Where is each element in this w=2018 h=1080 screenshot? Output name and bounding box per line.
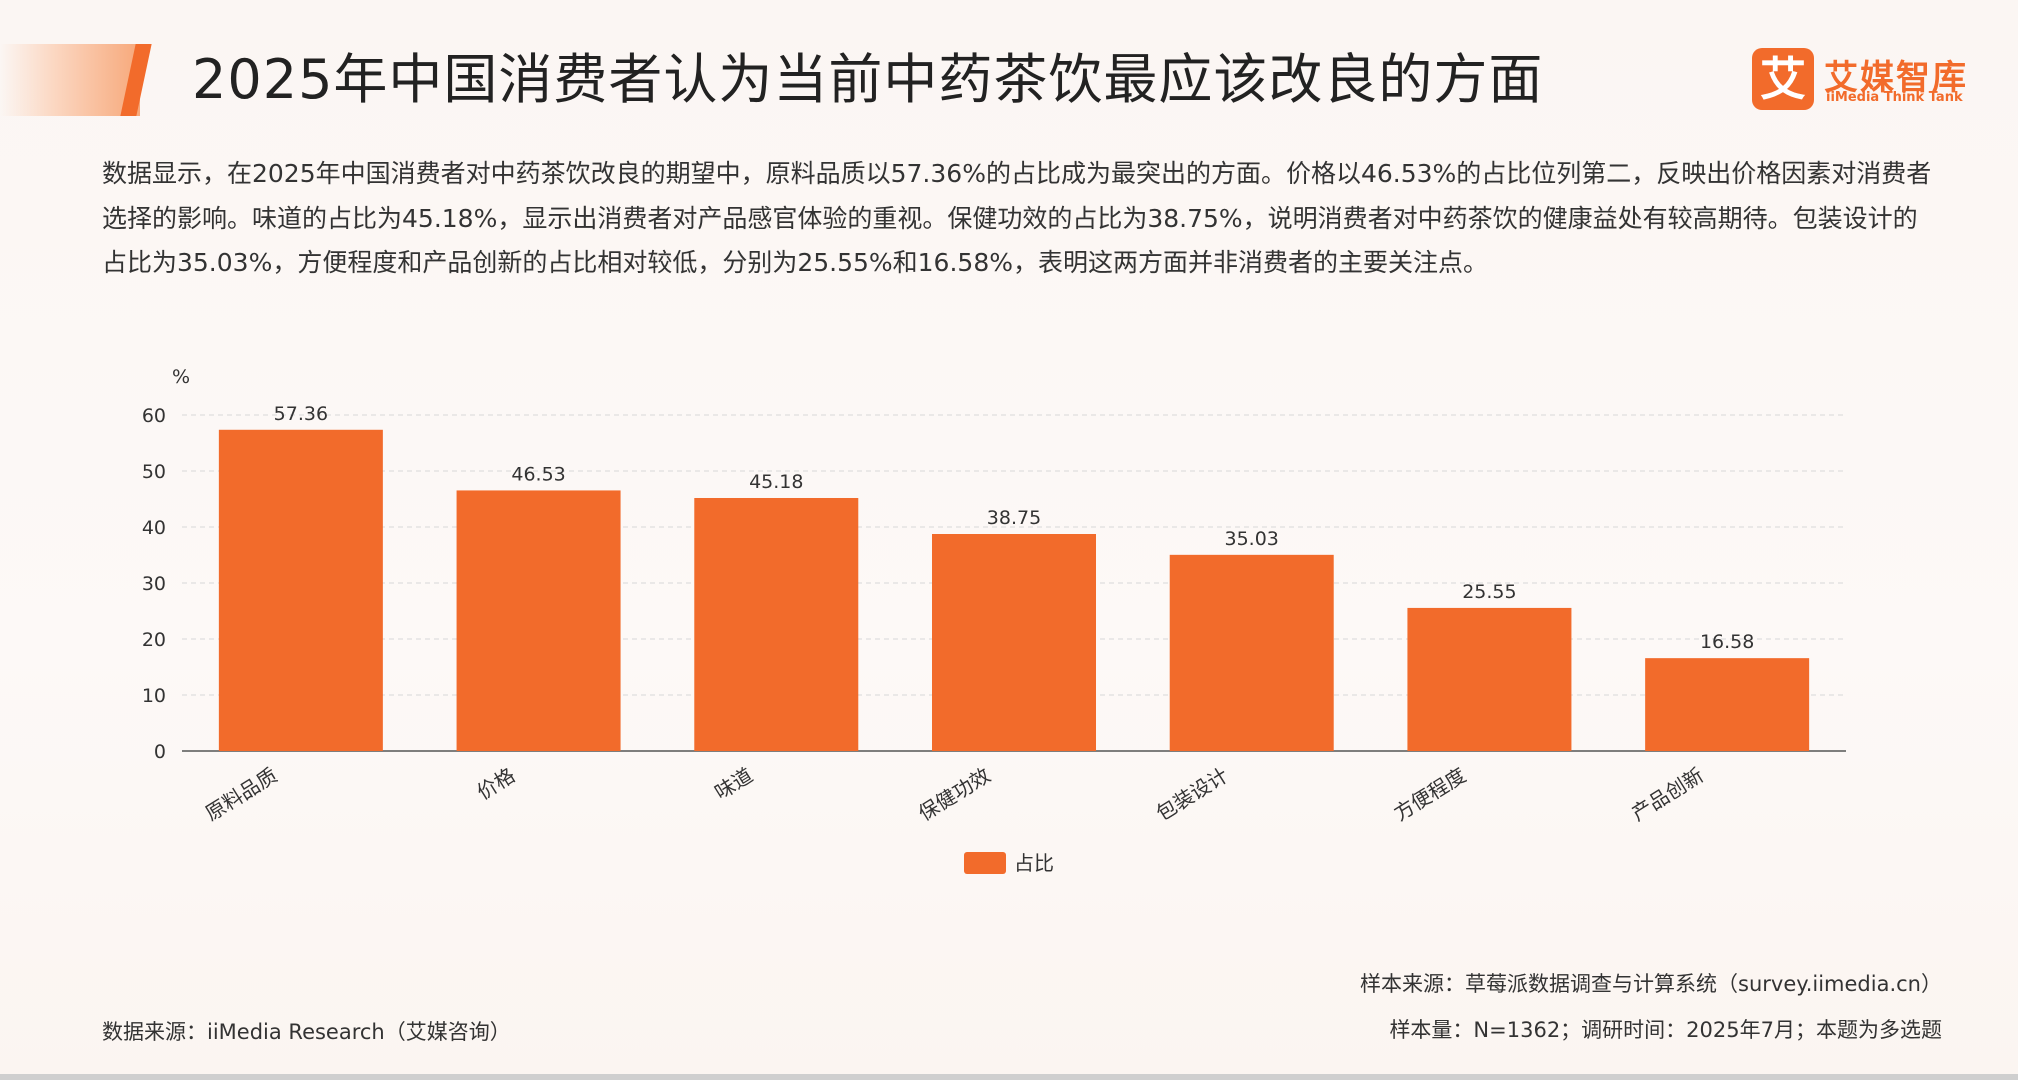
y-axis-unit-label: % [172,366,190,388]
data-label: 35.03 [1225,528,1279,550]
sample-info: 样本量：N=1362；调研时间：2025年7月；本题为多选题 [1389,1018,1942,1042]
bar [694,497,859,751]
sample-source: 样本来源：草莓派数据调查与计算系统（survey.iimedia.cn） [1360,972,1942,996]
bar [1645,658,1810,751]
data-label: 45.18 [749,471,803,493]
data-label: 46.53 [511,463,565,485]
bar-chart: % 0 10 20 30 40 50 60 57.36 原料品质 46.53 价格 45.18 味道 38.… [142,366,1846,826]
data-label: 16.58 [1700,631,1754,653]
x-tick-label: 包装设计 [1152,763,1233,826]
x-tick-label: 价格 [473,763,520,805]
logo-english-name: iiMedia Think Tank [1826,90,1963,105]
y-tick-label: 60 [142,405,166,427]
x-tick-label: 保健功效 [914,763,995,826]
page-title: 2025年中国消费者认为当前中药茶饮最应该改良的方面 [192,48,1544,111]
bar [218,429,383,751]
y-tick-label: 20 [142,629,166,651]
bar [1407,607,1572,751]
y-tick-label: 50 [142,461,166,483]
bar [1169,554,1334,751]
description-paragraph: 数据显示，在2025年中国消费者对中药茶饮改良的期望中，原料品质以57.36%的… [102,159,1932,277]
logo-mark-icon: 艾 [1752,48,1814,110]
x-tick-label: 味道 [710,763,757,805]
logo-chinese-name: 艾媒智库 [1824,58,1968,98]
x-tick-label: 产品创新 [1627,763,1708,826]
data-label: 25.55 [1462,581,1516,603]
data-label: 57.36 [274,403,328,425]
y-tick-label: 40 [142,517,166,539]
brand-logo: 艾 艾媒智库 iiMedia Think Tank [1752,48,1966,110]
x-tick-label: 原料品质 [201,763,282,826]
legend-label: 占比 [1014,851,1054,875]
bottom-strip [0,1074,2018,1080]
legend-swatch [964,852,1006,874]
bar [932,534,1096,751]
y-tick-label: 30 [142,573,166,595]
x-tick-label: 方便程度 [1390,763,1471,826]
y-tick-label: 0 [154,741,166,763]
y-tick-label: 10 [142,685,166,707]
data-source: 数据来源：iiMedia Research（艾媒咨询） [102,1020,511,1044]
bar [456,490,621,751]
title-accent-bar [0,44,140,116]
data-label: 38.75 [987,507,1041,529]
